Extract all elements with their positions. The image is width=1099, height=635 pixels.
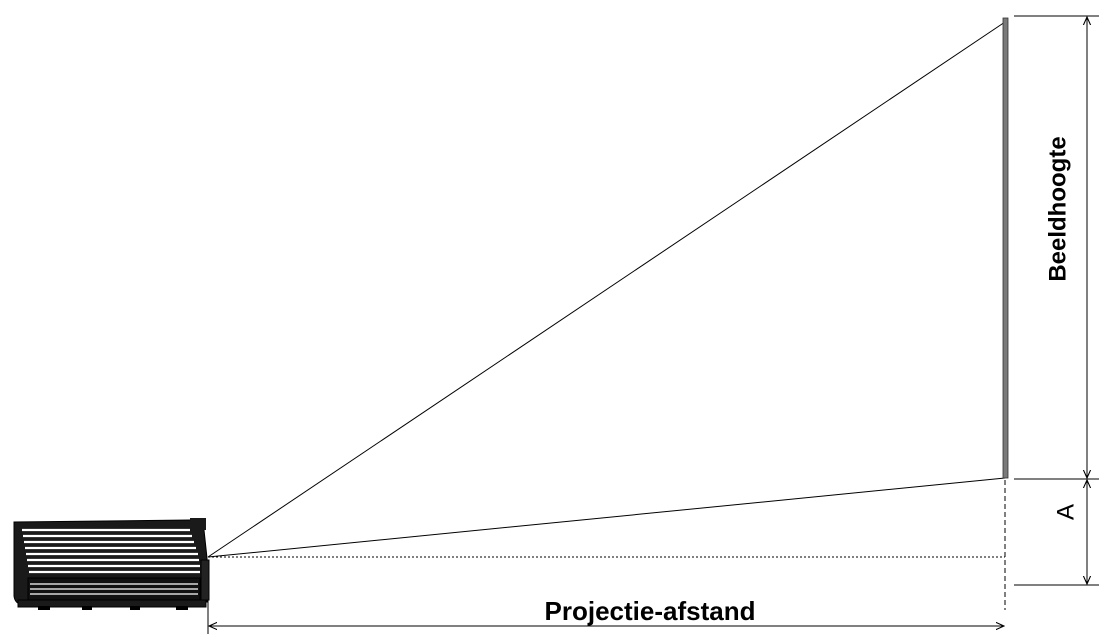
offset-label: A [1053, 504, 1080, 520]
image-height-label: Beeldhoogte [1045, 136, 1072, 281]
projection-screen [1002, 17, 1009, 479]
beam-top-line [207, 21, 1006, 558]
beam-bottom-line [207, 477, 1006, 558]
projection-distance-label: Projectie-afstand [545, 596, 756, 626]
projector-icon [13, 518, 210, 610]
